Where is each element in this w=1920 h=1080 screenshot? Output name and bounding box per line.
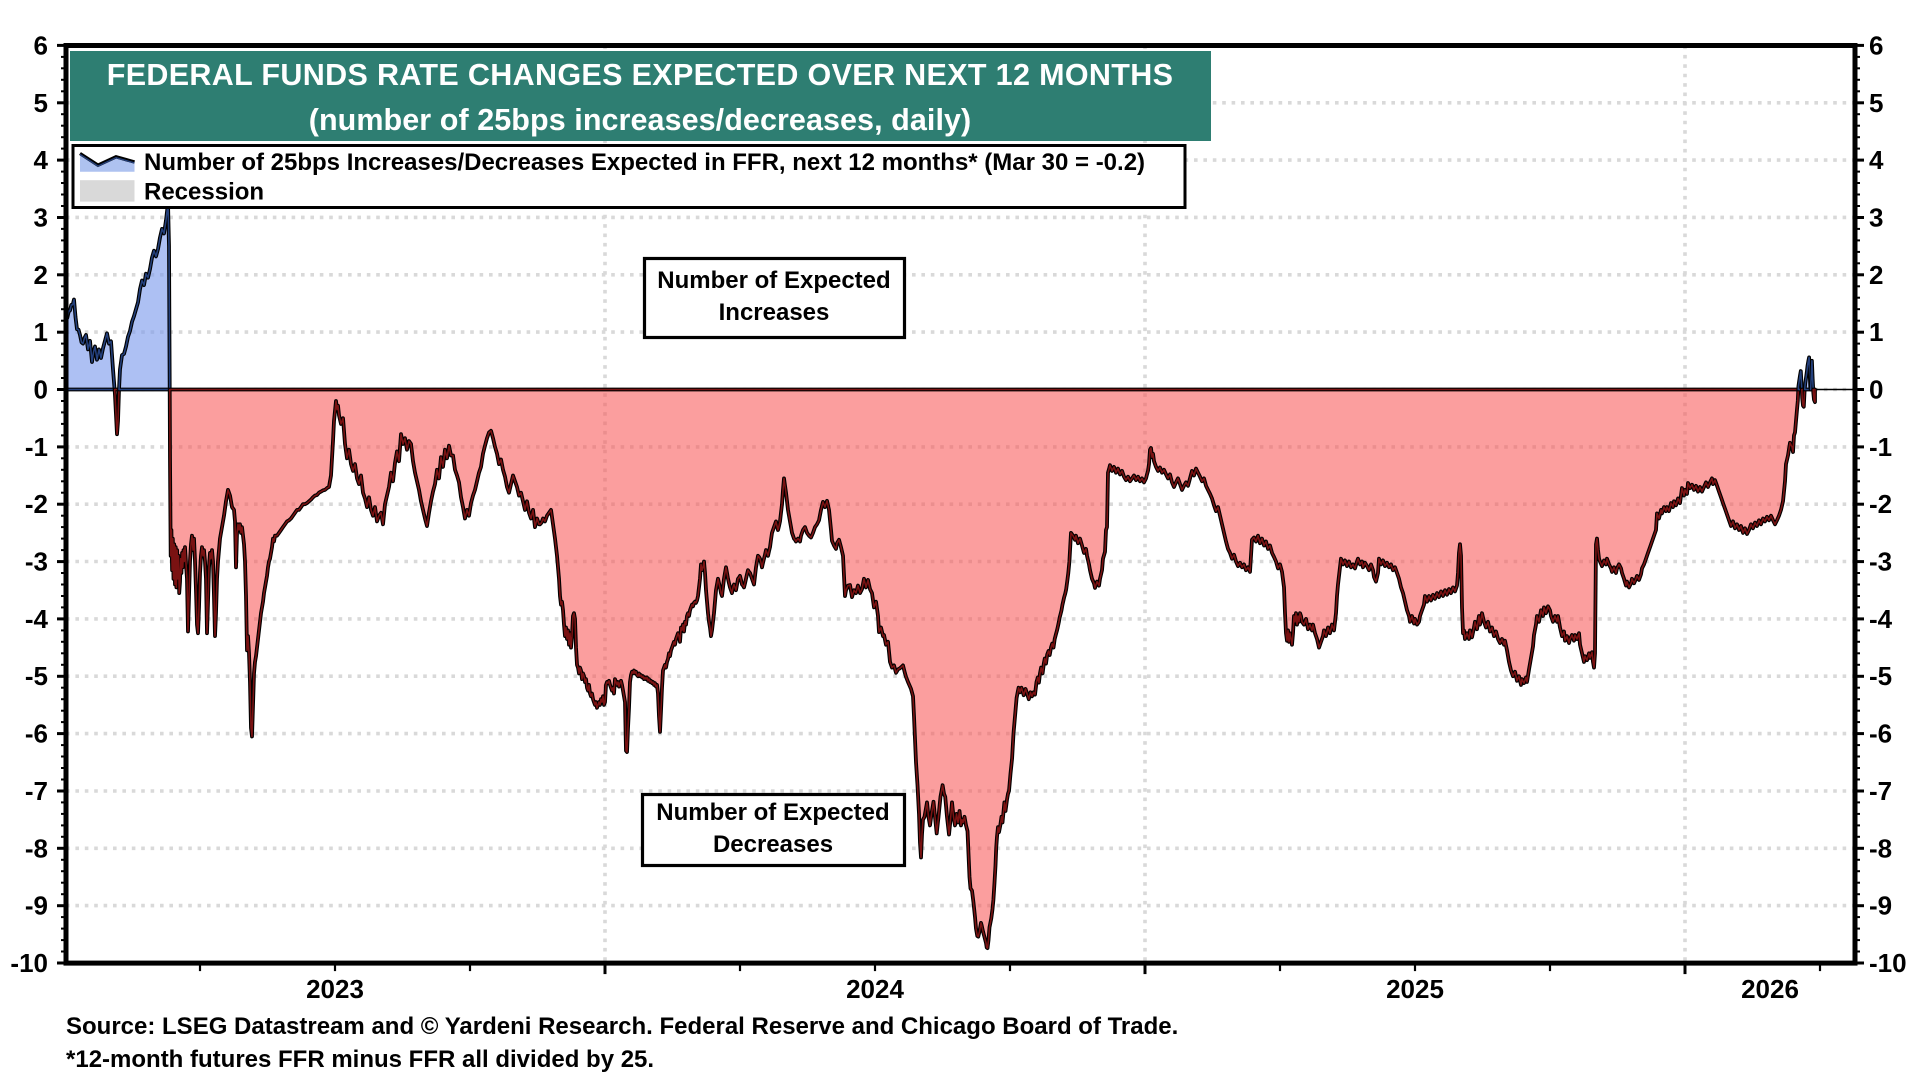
- svg-text:-10: -10: [1869, 948, 1907, 978]
- svg-text:4: 4: [34, 145, 49, 175]
- svg-text:Source: LSEG Datastream and ©: Source: LSEG Datastream and © Yardeni Re…: [66, 1013, 1178, 1040]
- svg-text:-7: -7: [25, 776, 48, 806]
- svg-text:2: 2: [1869, 260, 1883, 290]
- svg-text:-9: -9: [1869, 891, 1892, 921]
- svg-text:1: 1: [34, 317, 48, 347]
- svg-text:2: 2: [34, 260, 48, 290]
- svg-text:Number of Expected: Number of Expected: [656, 799, 889, 826]
- svg-text:0: 0: [1869, 375, 1883, 405]
- svg-text:2026: 2026: [1741, 974, 1799, 1004]
- svg-text:5: 5: [34, 88, 48, 118]
- svg-text:Number of 25bps Increases/Decr: Number of 25bps Increases/Decreases Expe…: [144, 149, 1145, 176]
- svg-text:Number of Expected: Number of Expected: [657, 267, 890, 294]
- svg-text:-5: -5: [1869, 661, 1892, 691]
- svg-text:Decreases: Decreases: [713, 831, 833, 858]
- svg-text:2025: 2025: [1386, 974, 1444, 1004]
- svg-text:*12-month futures FFR minus FF: *12-month futures FFR minus FFR all divi…: [66, 1046, 654, 1073]
- svg-text:-8: -8: [1869, 833, 1892, 863]
- svg-text:2024: 2024: [846, 974, 904, 1004]
- svg-text:3: 3: [1869, 202, 1883, 232]
- svg-text:-2: -2: [25, 489, 48, 519]
- svg-text:-5: -5: [25, 661, 48, 691]
- svg-text:4: 4: [1869, 145, 1884, 175]
- svg-text:-4: -4: [25, 604, 49, 634]
- svg-text:1: 1: [1869, 317, 1883, 347]
- svg-text:6: 6: [1869, 30, 1883, 60]
- svg-text:2023: 2023: [306, 974, 364, 1004]
- svg-text:Recession: Recession: [144, 179, 264, 206]
- svg-text:-3: -3: [1869, 547, 1892, 577]
- svg-text:-8: -8: [25, 833, 48, 863]
- svg-text:-6: -6: [25, 719, 48, 749]
- svg-text:-3: -3: [25, 547, 48, 577]
- svg-text:-1: -1: [1869, 432, 1892, 462]
- svg-text:5: 5: [1869, 88, 1883, 118]
- svg-text:(number of 25bps increases/dec: (number of 25bps increases/decreases, da…: [309, 103, 972, 137]
- svg-text:Increases: Increases: [719, 299, 830, 326]
- svg-text:0: 0: [34, 375, 48, 405]
- svg-text:6: 6: [34, 30, 48, 60]
- svg-text:3: 3: [34, 202, 48, 232]
- svg-text:-6: -6: [1869, 719, 1892, 749]
- svg-text:-4: -4: [1869, 604, 1893, 634]
- svg-text:FEDERAL FUNDS RATE CHANGES EXP: FEDERAL FUNDS RATE CHANGES EXPECTED OVER…: [107, 58, 1174, 92]
- svg-text:-10: -10: [10, 948, 48, 978]
- svg-text:-9: -9: [25, 891, 48, 921]
- svg-text:-2: -2: [1869, 489, 1892, 519]
- svg-text:-1: -1: [25, 432, 48, 462]
- svg-text:-7: -7: [1869, 776, 1892, 806]
